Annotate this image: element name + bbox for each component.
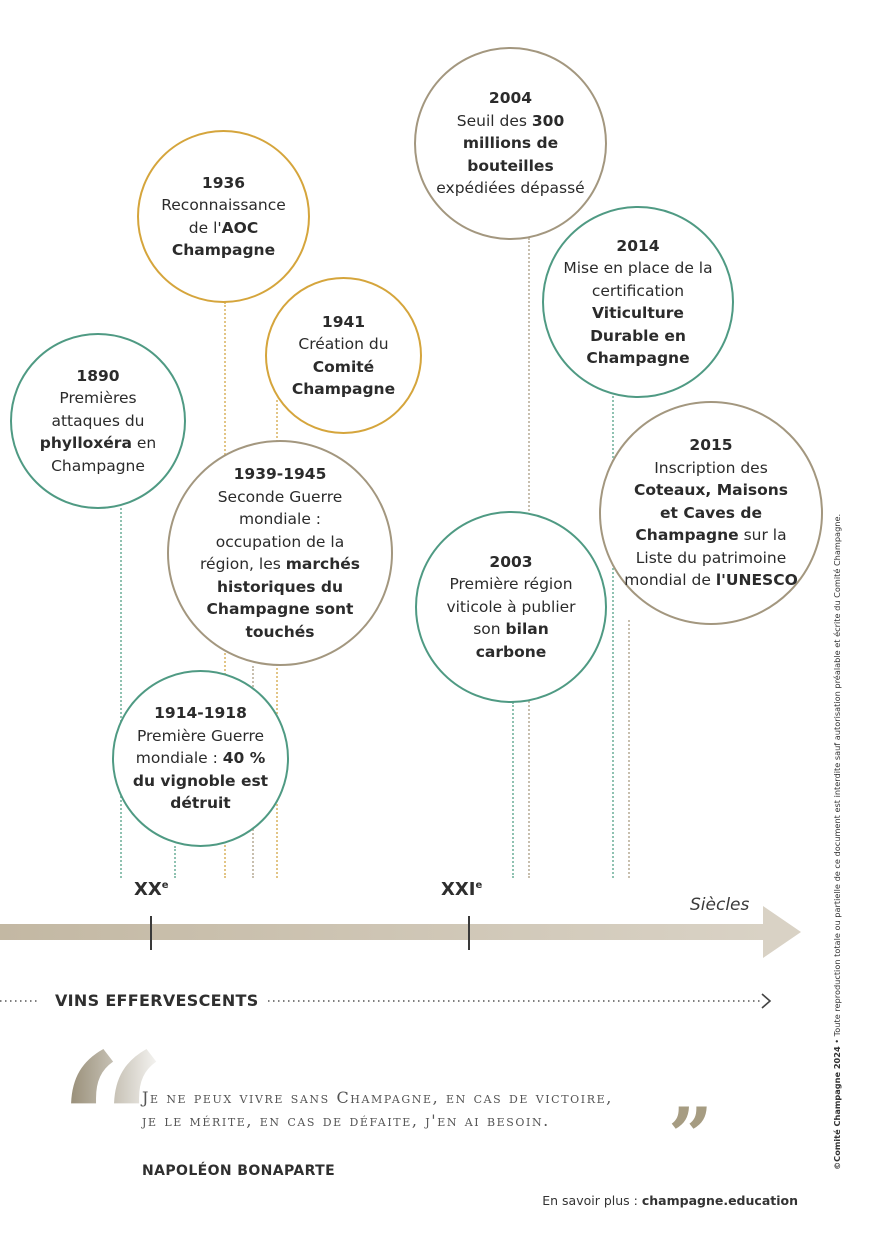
event-2015-bubble: 2015 Inscription des Coteaux, Maisons et…: [599, 401, 823, 625]
event-1939-bubble: 1939-1945 Seconde Guerre mondiale : occu…: [167, 440, 393, 666]
event-1941-desc-b: Comité Champagne: [291, 357, 396, 399]
event-1890-desc-c: en Champagne: [51, 434, 157, 475]
event-1939-desc-b: marchés historiques du Champagne sont to…: [206, 555, 360, 641]
event-2015-desc-d: l'UNESCO: [715, 571, 798, 590]
quote-open-icon: “: [58, 1040, 167, 1130]
quote-open-glyph: “: [58, 1040, 167, 1130]
event-2003-bubble: 2003 Première région viticole à publier …: [415, 511, 607, 703]
copyright-bold: ©Comité Champagne 2024: [832, 1046, 842, 1170]
event-1890-bubble: 1890 Premières attaques du phylloxéra en…: [10, 333, 186, 509]
event-2004-desc-a: Seuil des: [456, 111, 532, 130]
event-2004-desc: Seuil des 300 millions de bouteilles exp…: [428, 110, 593, 200]
event-1939-year: 1939-1945: [233, 465, 327, 483]
copyright-rest: • Toute reproduction totale ou partielle…: [832, 513, 842, 1047]
event-1941-bubble: 1941 Création du Comité Champagne: [265, 277, 422, 434]
vins-chevron-icon: [761, 993, 772, 1009]
quote-line-2: je le mérite, en cas de défaite, j'en ai…: [142, 1111, 550, 1130]
event-1936-bubble: 1936 Reconnaissance de l'AOC Champagne: [137, 130, 310, 303]
learn-more-prefix: En savoir plus :: [542, 1193, 642, 1208]
event-2014-desc: Mise en place de la certification Viticu…: [556, 257, 721, 370]
century-21st: XXIe: [441, 879, 482, 900]
event-2015-desc-c: sur la Liste du patrimoine mondial de: [624, 526, 787, 590]
event-1939-desc-a: Seconde Guerre mondiale : occupation de …: [200, 487, 345, 574]
event-1936-desc-b: AOC Champagne: [171, 218, 276, 260]
quote-close-icon: ”: [668, 1091, 713, 1182]
century-20th: XXe: [134, 879, 169, 900]
century-20th-main: XX: [134, 879, 162, 900]
century-20th-sup: e: [161, 880, 169, 891]
event-2003-year: 2003: [489, 552, 533, 571]
event-1914-desc: Première Guerre mondiale : 40 % du vigno…: [126, 725, 276, 815]
event-1914-desc-a: Première Guerre mondiale :: [135, 726, 265, 768]
event-1936-year: 1936: [201, 173, 246, 192]
learn-more: En savoir plus : champagne.education: [542, 1193, 798, 1208]
event-2003-desc-a: Première région viticole à publier son: [446, 575, 576, 639]
event-1914-year: 1914-1918: [154, 704, 247, 723]
event-1939-desc: Seconde Guerre mondiale : occupation de …: [195, 486, 365, 644]
timeline-arrow: [0, 906, 801, 1009]
event-2004-desc-b: 300 millions de bouteilles: [462, 111, 565, 175]
event-1914-desc-b: 40 % du vignoble est détruit: [132, 749, 269, 813]
event-1890-desc-b: phylloxéra: [39, 434, 132, 453]
event-2014-bubble: 2014 Mise en place de la certification V…: [542, 206, 734, 398]
quote-author: NAPOLÉON BONAPARTE: [142, 1163, 336, 1179]
event-2015-desc-a: Inscription des: [654, 458, 768, 477]
event-2015-desc-b: Coteaux, Maisons et Caves de Champagne: [633, 481, 789, 545]
event-1936-desc-a: Reconnaissance de l': [161, 196, 286, 237]
event-1890-desc: Premières attaques du phylloxéra en Cham…: [33, 387, 163, 477]
event-2004-bubble: 2004 Seuil des 300 millions de bouteille…: [414, 47, 607, 240]
century-21st-sup: e: [475, 880, 483, 891]
event-1941-desc: Création du Comité Champagne: [286, 333, 401, 401]
quote-line-1: Je ne peux vivre sans Champagne, en cas …: [142, 1088, 613, 1107]
learn-more-link[interactable]: champagne.education: [641, 1193, 798, 1208]
connector-1890: [120, 508, 122, 878]
event-1941-desc-a: Création du: [298, 335, 389, 353]
event-2014-desc-a: Mise en place de la certification: [563, 259, 713, 300]
connector-1914: [174, 846, 176, 878]
axis-label-siecles: Siècles: [690, 895, 750, 915]
event-2004-year: 2004: [488, 89, 533, 108]
event-2015-year: 2015: [689, 436, 733, 455]
connector-2014: [612, 396, 614, 878]
connector-2003: [512, 702, 514, 878]
event-2004-desc-c: expédiées dépassé: [436, 179, 585, 198]
quote-text: Je ne peux vivre sans Champagne, en cas …: [142, 1086, 782, 1132]
timeline-arrowhead: [763, 906, 801, 958]
event-1890-year: 1890: [76, 366, 120, 385]
vins-effervescents-label: VINS EFFERVESCENTS: [55, 991, 259, 1010]
event-2014-desc-b: Viticulture Durable en Champagne: [586, 304, 690, 367]
event-2015-desc: Inscription des Coteaux, Maisons et Cave…: [624, 457, 799, 592]
timeline-bar: [0, 924, 765, 940]
event-2003-desc-b: bilan carbone: [475, 620, 549, 661]
event-1941-year: 1941: [321, 312, 366, 331]
event-1890-desc-a: Premières attaques du: [51, 389, 145, 430]
century-21st-main: XXI: [441, 879, 476, 900]
copyright-notice: ©Comité Champagne 2024 • Toute reproduct…: [832, 514, 842, 1170]
connector-2015: [628, 620, 630, 878]
event-2003-desc: Première région viticole à publier son b…: [441, 573, 581, 663]
event-1936-desc: Reconnaissance de l'AOC Champagne: [154, 194, 294, 262]
event-2014-year: 2014: [616, 236, 660, 255]
event-1914-bubble: 1914-1918 Première Guerre mondiale : 40 …: [112, 670, 289, 847]
